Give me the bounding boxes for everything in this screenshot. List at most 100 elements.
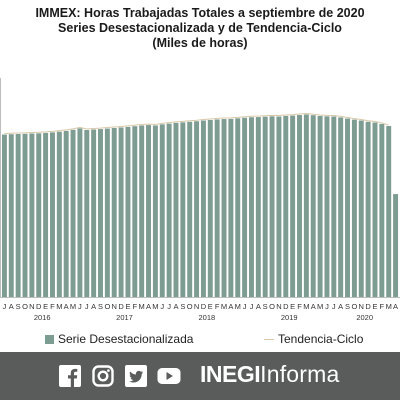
bar-39 xyxy=(269,116,275,297)
month-label-28: N xyxy=(194,302,199,311)
month-label-12: J xyxy=(85,302,89,311)
legend-item-series1: Serie Desestacionalizada xyxy=(45,332,193,346)
month-label-2: S xyxy=(16,302,21,311)
month-label-23: J xyxy=(160,302,164,311)
bar-11 xyxy=(77,128,83,297)
bar-5 xyxy=(36,133,42,297)
bar-24 xyxy=(166,123,172,298)
legend: Serie Desestacionalizada Tendencia-Ciclo xyxy=(0,332,400,350)
bar-29 xyxy=(200,120,206,298)
month-label-22: M xyxy=(152,302,158,311)
bar-22 xyxy=(152,125,158,297)
month-label-27: O xyxy=(187,302,193,311)
facebook-icon[interactable] xyxy=(58,364,82,388)
bar-17 xyxy=(118,127,124,298)
bar-18 xyxy=(125,126,131,297)
month-label-6: E xyxy=(43,302,48,311)
bar-37 xyxy=(255,117,261,297)
year-label-3: 2019 xyxy=(281,313,298,322)
bar-30 xyxy=(207,119,213,297)
month-label-42: E xyxy=(290,302,295,311)
month-label-10: M xyxy=(70,302,76,311)
bar-41 xyxy=(283,115,289,298)
month-label-46: M xyxy=(317,302,323,311)
year-label-2: 2018 xyxy=(199,313,216,322)
footer-bar: INEGIInforma xyxy=(0,352,400,400)
month-label-43: F xyxy=(297,302,302,311)
bar-4 xyxy=(29,133,35,297)
year-tick-labels: 2016 2017 2018 2019 2020 xyxy=(34,313,373,322)
bar-28 xyxy=(194,121,200,297)
bar-0 xyxy=(1,134,7,297)
month-label-15: O xyxy=(104,302,110,311)
month-label-1: A xyxy=(9,302,14,311)
bar-50 xyxy=(345,118,350,298)
month-label-14: S xyxy=(98,302,103,311)
bar-54 xyxy=(372,122,378,297)
month-label-39: O xyxy=(269,302,275,311)
month-label-11: J xyxy=(78,302,82,311)
youtube-icon[interactable] xyxy=(157,364,181,388)
month-label-7: F xyxy=(50,302,55,311)
month-label-36: J xyxy=(250,302,254,311)
month-label-30: E xyxy=(208,302,213,311)
month-label-40: N xyxy=(276,302,281,311)
bar-20 xyxy=(139,125,145,297)
bar-6 xyxy=(43,132,49,297)
bar-38 xyxy=(262,116,268,297)
month-label-31: F xyxy=(215,302,220,311)
trend-group xyxy=(4,112,389,135)
legend-swatch-series2 xyxy=(264,338,274,340)
bar-8 xyxy=(56,131,62,297)
legend-label-series2: Tendencia-Ciclo xyxy=(278,332,364,346)
month-label-26: S xyxy=(180,302,185,311)
bar-45 xyxy=(310,115,316,297)
bar-55 xyxy=(379,123,385,298)
bar-14 xyxy=(98,129,103,297)
bar-49 xyxy=(338,117,344,297)
bars-group xyxy=(1,114,399,298)
bar-56 xyxy=(386,126,392,297)
bar-35 xyxy=(242,117,248,297)
month-label-48: J xyxy=(332,302,336,311)
month-label-54: E xyxy=(372,302,377,311)
month-label-53: D xyxy=(365,302,371,311)
chart-title: IMMEX: Horas Trabajadas Totales a septie… xyxy=(0,6,400,51)
month-label-51: O xyxy=(351,302,357,311)
month-label-47: J xyxy=(325,302,329,311)
month-label-19: F xyxy=(133,302,138,311)
bar-25 xyxy=(173,122,179,297)
bar-16 xyxy=(111,128,117,297)
month-label-18: E xyxy=(125,302,130,311)
year-label-0: 2016 xyxy=(34,313,51,322)
legend-item-series2: Tendencia-Ciclo xyxy=(264,332,363,346)
title-line-2: Series Desestacionalizada y de Tendencia… xyxy=(58,21,342,35)
bar-2 xyxy=(15,134,21,297)
bar-52 xyxy=(358,120,364,298)
month-label-33: A xyxy=(228,302,233,311)
month-label-50: S xyxy=(345,302,350,311)
month-label-20: M xyxy=(139,302,145,311)
bar-33 xyxy=(228,118,234,297)
month-label-35: J xyxy=(243,302,247,311)
bar-42 xyxy=(290,115,296,297)
legend-swatch-series1 xyxy=(45,334,54,344)
twitter-icon[interactable] xyxy=(124,364,148,388)
bar-46 xyxy=(317,115,323,298)
bar-13 xyxy=(91,129,97,297)
bar-21 xyxy=(146,125,151,297)
month-label-3: O xyxy=(22,302,28,311)
bar-57 xyxy=(393,194,399,297)
bar-34 xyxy=(235,118,241,297)
month-label-5: D xyxy=(36,302,42,311)
bar-44 xyxy=(303,114,309,297)
instagram-icon[interactable] xyxy=(91,364,115,388)
month-label-8: M xyxy=(56,302,62,311)
bar-53 xyxy=(365,121,371,297)
bar-43 xyxy=(297,115,302,297)
month-label-55: F xyxy=(380,302,385,311)
inegi-informa-logo: INEGIInforma xyxy=(200,361,340,388)
title-line-1: IMMEX: Horas Trabajadas Totales a septie… xyxy=(35,6,365,20)
month-label-49: A xyxy=(338,302,343,311)
